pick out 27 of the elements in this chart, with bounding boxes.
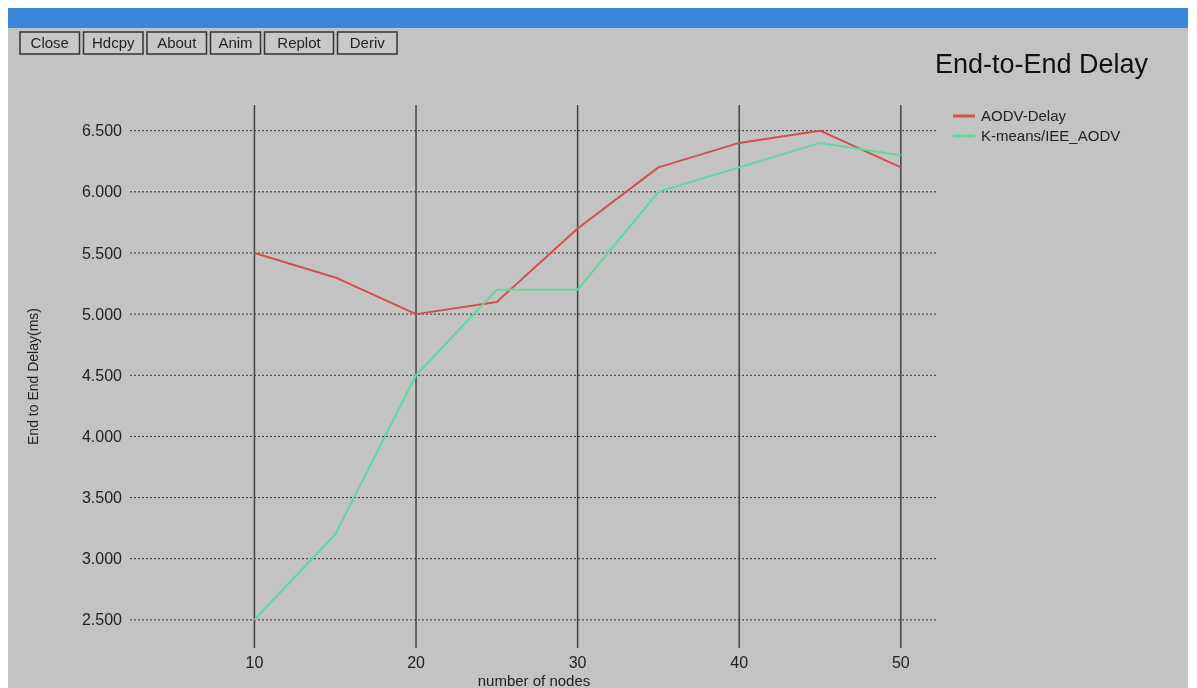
y-tick-label: 6.000	[81, 183, 123, 201]
text: Replot	[277, 34, 322, 51]
y-axis-title: End to End Delay(ms)	[25, 308, 41, 445]
x-tick-label: 40	[730, 654, 749, 671]
text: End-to-End Delay	[934, 49, 1149, 79]
y-tick-label: 6.500	[81, 122, 123, 140]
y-tick-label: 4.500	[81, 366, 123, 384]
text: About	[157, 34, 198, 51]
y-tick-label: 3.000	[81, 550, 123, 568]
y-tick-label: 3.500	[81, 489, 123, 507]
text: Deriv	[349, 34, 386, 51]
text: Anim	[218, 34, 253, 51]
x-tick-label: 10	[245, 654, 264, 671]
text: Hdcpy	[91, 34, 135, 51]
x-axis-title: number of nodes	[477, 672, 591, 688]
legend-label: AODV-Delay	[981, 107, 1067, 124]
y-tick-label: 5.000	[81, 305, 123, 323]
x-tick-label: 20	[407, 654, 426, 671]
x-tick-label: 30	[568, 654, 587, 671]
y-tick-label: 2.500	[81, 611, 123, 629]
line-series	[253, 129, 902, 316]
legend-label: K-means/IEE_AODV	[981, 127, 1121, 144]
y-tick-label: 5.500	[81, 244, 123, 262]
line-series	[253, 141, 902, 621]
x-tick-label: 50	[891, 654, 910, 671]
text: Close	[30, 34, 69, 51]
y-tick-label: 4.000	[81, 428, 123, 446]
